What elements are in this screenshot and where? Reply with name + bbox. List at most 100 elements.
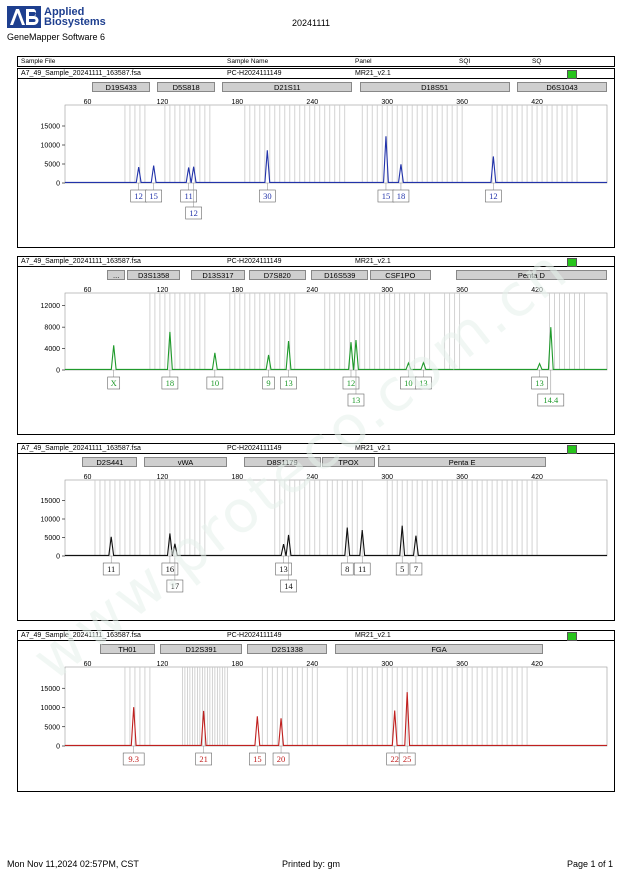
col-sample-file: Sample File — [21, 58, 56, 65]
allele-call-text: 30 — [263, 191, 272, 201]
locus-marker[interactable]: D2S1338 — [247, 644, 328, 654]
x-tick-label: 240 — [306, 474, 318, 481]
electropherogram-panel-black: A7_49_Sample_20241111_163587.fsa PC-H202… — [17, 443, 615, 621]
quality-flag-icon — [567, 632, 577, 641]
locus-marker[interactable]: vWA — [143, 457, 228, 467]
allele-call-box — [537, 393, 565, 407]
locus-marker[interactable]: D3S1358 — [127, 270, 180, 280]
plot-frame — [64, 666, 608, 747]
allele-call-text: 13 — [419, 378, 428, 388]
locus-marker[interactable]: D21S11 — [222, 82, 353, 92]
x-tick-label: 120 — [157, 287, 169, 294]
quality-flag-icon — [567, 445, 577, 454]
allele-call-text: 13 — [284, 378, 293, 388]
panel-sample-info: A7_49_Sample_20241111_163587.fsa PC-H202… — [18, 631, 614, 641]
sample-file: A7_49_Sample_20241111_163587.fsa — [21, 445, 141, 452]
quality-flag-icon — [567, 70, 577, 79]
allele-call-text: 18 — [397, 191, 406, 201]
allele-call-label: 5 — [395, 556, 409, 576]
plot-frame — [64, 292, 608, 371]
allele-call-text: 10 — [211, 378, 220, 388]
allele-call-label: 13 — [275, 556, 292, 576]
panel-name: MR21_v2.1 — [355, 445, 391, 452]
x-tick-label: 60 — [84, 99, 92, 106]
locus-marker[interactable]: D7S820 — [248, 270, 307, 280]
electropherogram-panel-red: A7_49_Sample_20241111_163587.fsa PC-H202… — [17, 630, 615, 792]
allele-call-box — [415, 376, 432, 390]
allele-call-box — [102, 562, 120, 576]
locus-marker[interactable]: Penta D — [455, 270, 607, 280]
software-name: GeneMapper Software 6 — [7, 32, 106, 42]
panel-sample-info: A7_49_Sample_20241111_163587.fsa PC-H202… — [18, 257, 614, 267]
allele-call-box — [122, 752, 145, 766]
allele-call-text: 14 — [284, 581, 293, 591]
allele-call-box — [409, 562, 423, 576]
panel-name: MR21_v2.1 — [355, 632, 391, 639]
allele-call-label: 15 — [249, 746, 266, 766]
allele-call-box — [272, 752, 290, 766]
locus-marker[interactable]: D6S1043 — [517, 82, 607, 92]
allele-call-text: 10 — [404, 378, 413, 388]
allele-call-box — [485, 189, 502, 203]
x-tick-label: 420 — [531, 287, 543, 294]
allele-call-text: 12 — [189, 208, 198, 218]
allele-call-label: 8 — [340, 556, 354, 576]
x-tick-label: 120 — [157, 661, 169, 668]
allele-call-box — [531, 376, 548, 390]
locus-marker[interactable]: D8S1179 — [243, 457, 321, 467]
sample-file: A7_49_Sample_20241111_163587.fsa — [21, 70, 141, 77]
locus-marker[interactable]: TH01 — [99, 644, 155, 654]
locus-marker[interactable]: D13S317 — [191, 270, 245, 280]
allele-call-label: 15 — [377, 183, 395, 203]
quality-flag-icon — [567, 258, 577, 267]
signal-trace — [65, 136, 607, 183]
allele-call-label: 11 — [102, 556, 120, 576]
page-number: Page 1 of 1 — [567, 859, 614, 869]
allele-call-text: 7 — [414, 564, 418, 574]
allele-call-text: 21 — [199, 754, 208, 764]
allele-call-text: 25 — [403, 754, 412, 764]
signal-trace — [65, 525, 607, 556]
locus-marker[interactable]: Penta E — [378, 457, 546, 467]
allele-call-box — [161, 376, 179, 390]
plot-frame — [64, 479, 608, 557]
allele-call-box — [107, 376, 121, 390]
locus-marker[interactable]: D12S391 — [159, 644, 243, 654]
locus-marker[interactable]: D16S539 — [311, 270, 369, 280]
locus-marker[interactable]: D19S433 — [92, 82, 150, 92]
printed-by: Printed by: gm — [282, 859, 341, 869]
y-tick-label: 4000 — [44, 346, 60, 353]
allele-call-label: X — [107, 370, 121, 390]
allele-call-text: 12 — [489, 191, 498, 201]
col-panel: Panel — [355, 58, 372, 65]
locus-marker[interactable]: TPOX — [322, 457, 375, 467]
applied-biosystems-logo: Applied Biosystems — [7, 6, 117, 30]
locus-marker[interactable]: CSF1PO — [369, 270, 431, 280]
locus-marker[interactable]: FGA — [334, 644, 544, 654]
locus-marker[interactable]: D2S441 — [82, 457, 138, 467]
allele-call-label: 12 — [485, 183, 502, 203]
allele-call-text: 12 — [134, 191, 143, 201]
x-tick-label: 360 — [456, 99, 468, 106]
x-tick-label: 420 — [531, 474, 543, 481]
locus-marker[interactable]: ... — [107, 270, 125, 280]
x-tick-label: 180 — [231, 474, 243, 481]
x-tick-label: 300 — [381, 287, 393, 294]
allele-call-text: 15 — [382, 191, 391, 201]
col-sqi: SQI — [459, 58, 471, 65]
locus-marker[interactable]: D18S51 — [359, 82, 510, 92]
y-tick-label: 0 — [56, 744, 60, 751]
locus-marker[interactable]: D5S818 — [157, 82, 215, 92]
allele-call-box — [206, 376, 224, 390]
allele-call-text: 16 — [166, 564, 175, 574]
col-sq: SQ — [532, 58, 542, 65]
allele-call-label: 13 — [280, 370, 297, 390]
allele-call-text: 11 — [107, 564, 115, 574]
y-tick-label: 15000 — [41, 498, 61, 505]
allele-call-label: 9.3 — [122, 746, 145, 766]
y-tick-label: 15000 — [41, 124, 61, 131]
sample-name: PC-H2024111149 — [227, 70, 282, 77]
x-tick-label: 420 — [531, 99, 543, 106]
allele-call-text: 9 — [266, 378, 270, 388]
column-header-row: Sample File Sample Name Panel SQI SQ — [17, 56, 615, 67]
